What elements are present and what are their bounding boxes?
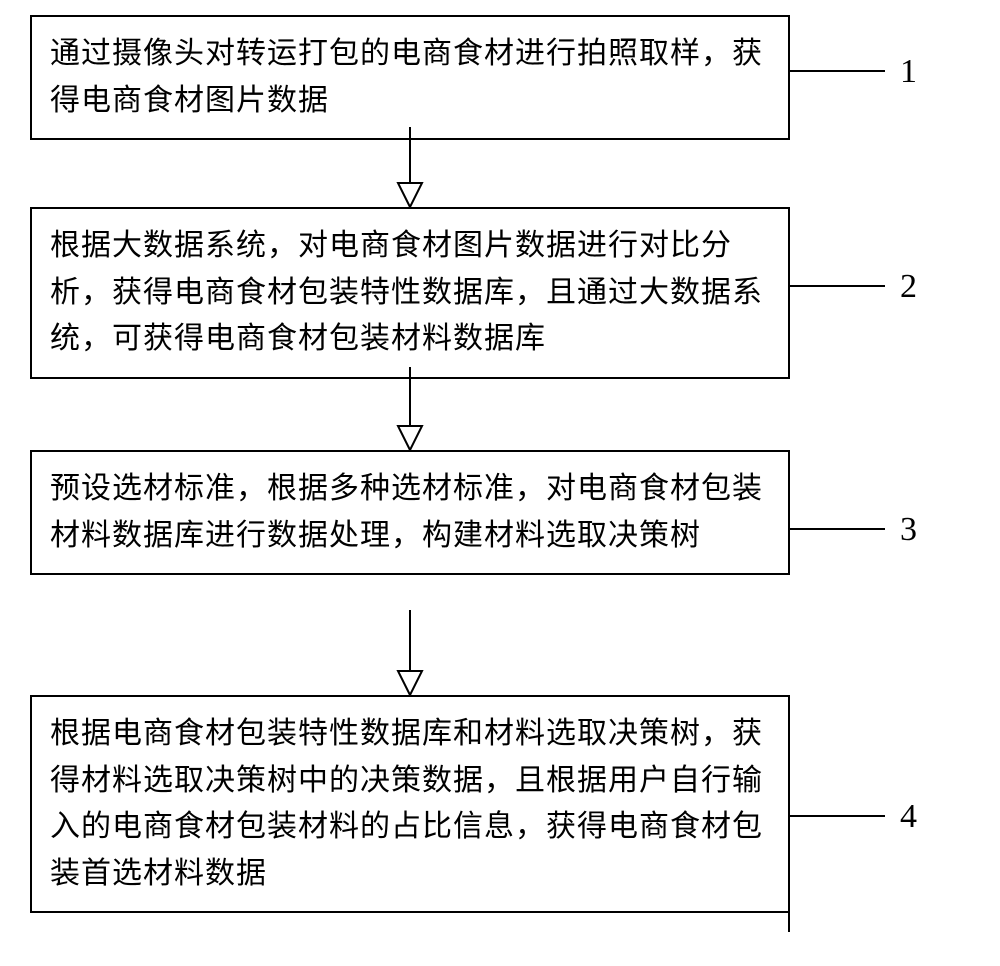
bottom-cut-line [788,912,790,932]
step-text-1: 通过摄像头对转运打包的电商食材进行拍照取样，获得电商食材图片数据 [50,31,770,124]
arrow-2-3 [390,367,430,452]
step-box-3: 预设选材标准，根据多种选材标准，对电商食材包装材料数据库进行数据处理，构建材料选… [30,450,790,575]
step-label-3: 3 [900,511,917,549]
label-connector-1 [790,70,885,72]
label-connector-2 [790,285,885,287]
step-text-2: 根据大数据系统，对电商食材图片数据进行对比分析，获得电商食材包装特性数据库，且通… [50,223,770,363]
label-connector-3 [790,528,885,530]
step-box-1: 通过摄像头对转运打包的电商食材进行拍照取样，获得电商食材图片数据 [30,15,790,140]
step-label-2: 2 [900,268,917,306]
step-text-4: 根据电商食材包装特性数据库和材料选取决策树，获得材料选取决策树中的决策数据，且根… [50,711,770,897]
arrow-1-2 [390,127,430,209]
step-label-4: 4 [900,798,917,836]
step-box-2: 根据大数据系统，对电商食材图片数据进行对比分析，获得电商食材包装特性数据库，且通… [30,207,790,379]
step-box-4: 根据电商食材包装特性数据库和材料选取决策树，获得材料选取决策树中的决策数据，且根… [30,695,790,913]
step-text-3: 预设选材标准，根据多种选材标准，对电商食材包装材料数据库进行数据处理，构建材料选… [50,466,770,559]
step-label-1: 1 [900,53,917,91]
arrow-3-4 [390,610,430,697]
label-connector-4 [790,815,885,817]
